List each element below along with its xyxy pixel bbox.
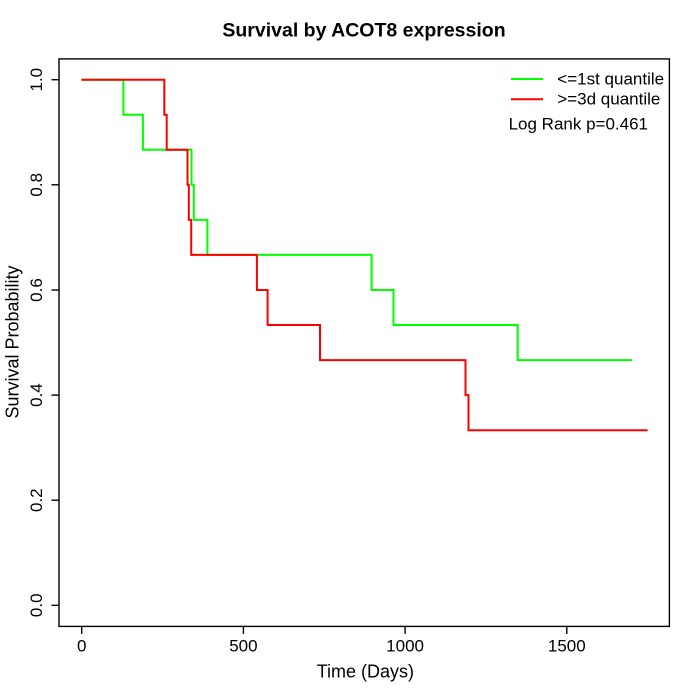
svg-text:0: 0 xyxy=(77,637,86,656)
svg-text:1500: 1500 xyxy=(548,637,586,656)
svg-text:0.6: 0.6 xyxy=(27,278,46,302)
svg-text:0.0: 0.0 xyxy=(27,593,46,617)
svg-text:Log Rank p=0.461: Log Rank p=0.461 xyxy=(509,114,648,133)
svg-text:0.2: 0.2 xyxy=(27,488,46,512)
svg-text:1000: 1000 xyxy=(386,637,424,656)
svg-text:Survival Probability: Survival Probability xyxy=(3,265,23,418)
svg-text:0.8: 0.8 xyxy=(27,173,46,197)
svg-text:Time (Days): Time (Days) xyxy=(317,661,414,681)
svg-text:1.0: 1.0 xyxy=(27,68,46,92)
svg-text:Survival by ACOT8 expression: Survival by ACOT8 expression xyxy=(222,19,505,41)
svg-text:<=1st quantile: <=1st quantile xyxy=(557,69,664,88)
svg-text:0.4: 0.4 xyxy=(27,383,46,407)
svg-text:500: 500 xyxy=(229,637,257,656)
svg-text:>=3d quantile: >=3d quantile xyxy=(557,90,660,109)
